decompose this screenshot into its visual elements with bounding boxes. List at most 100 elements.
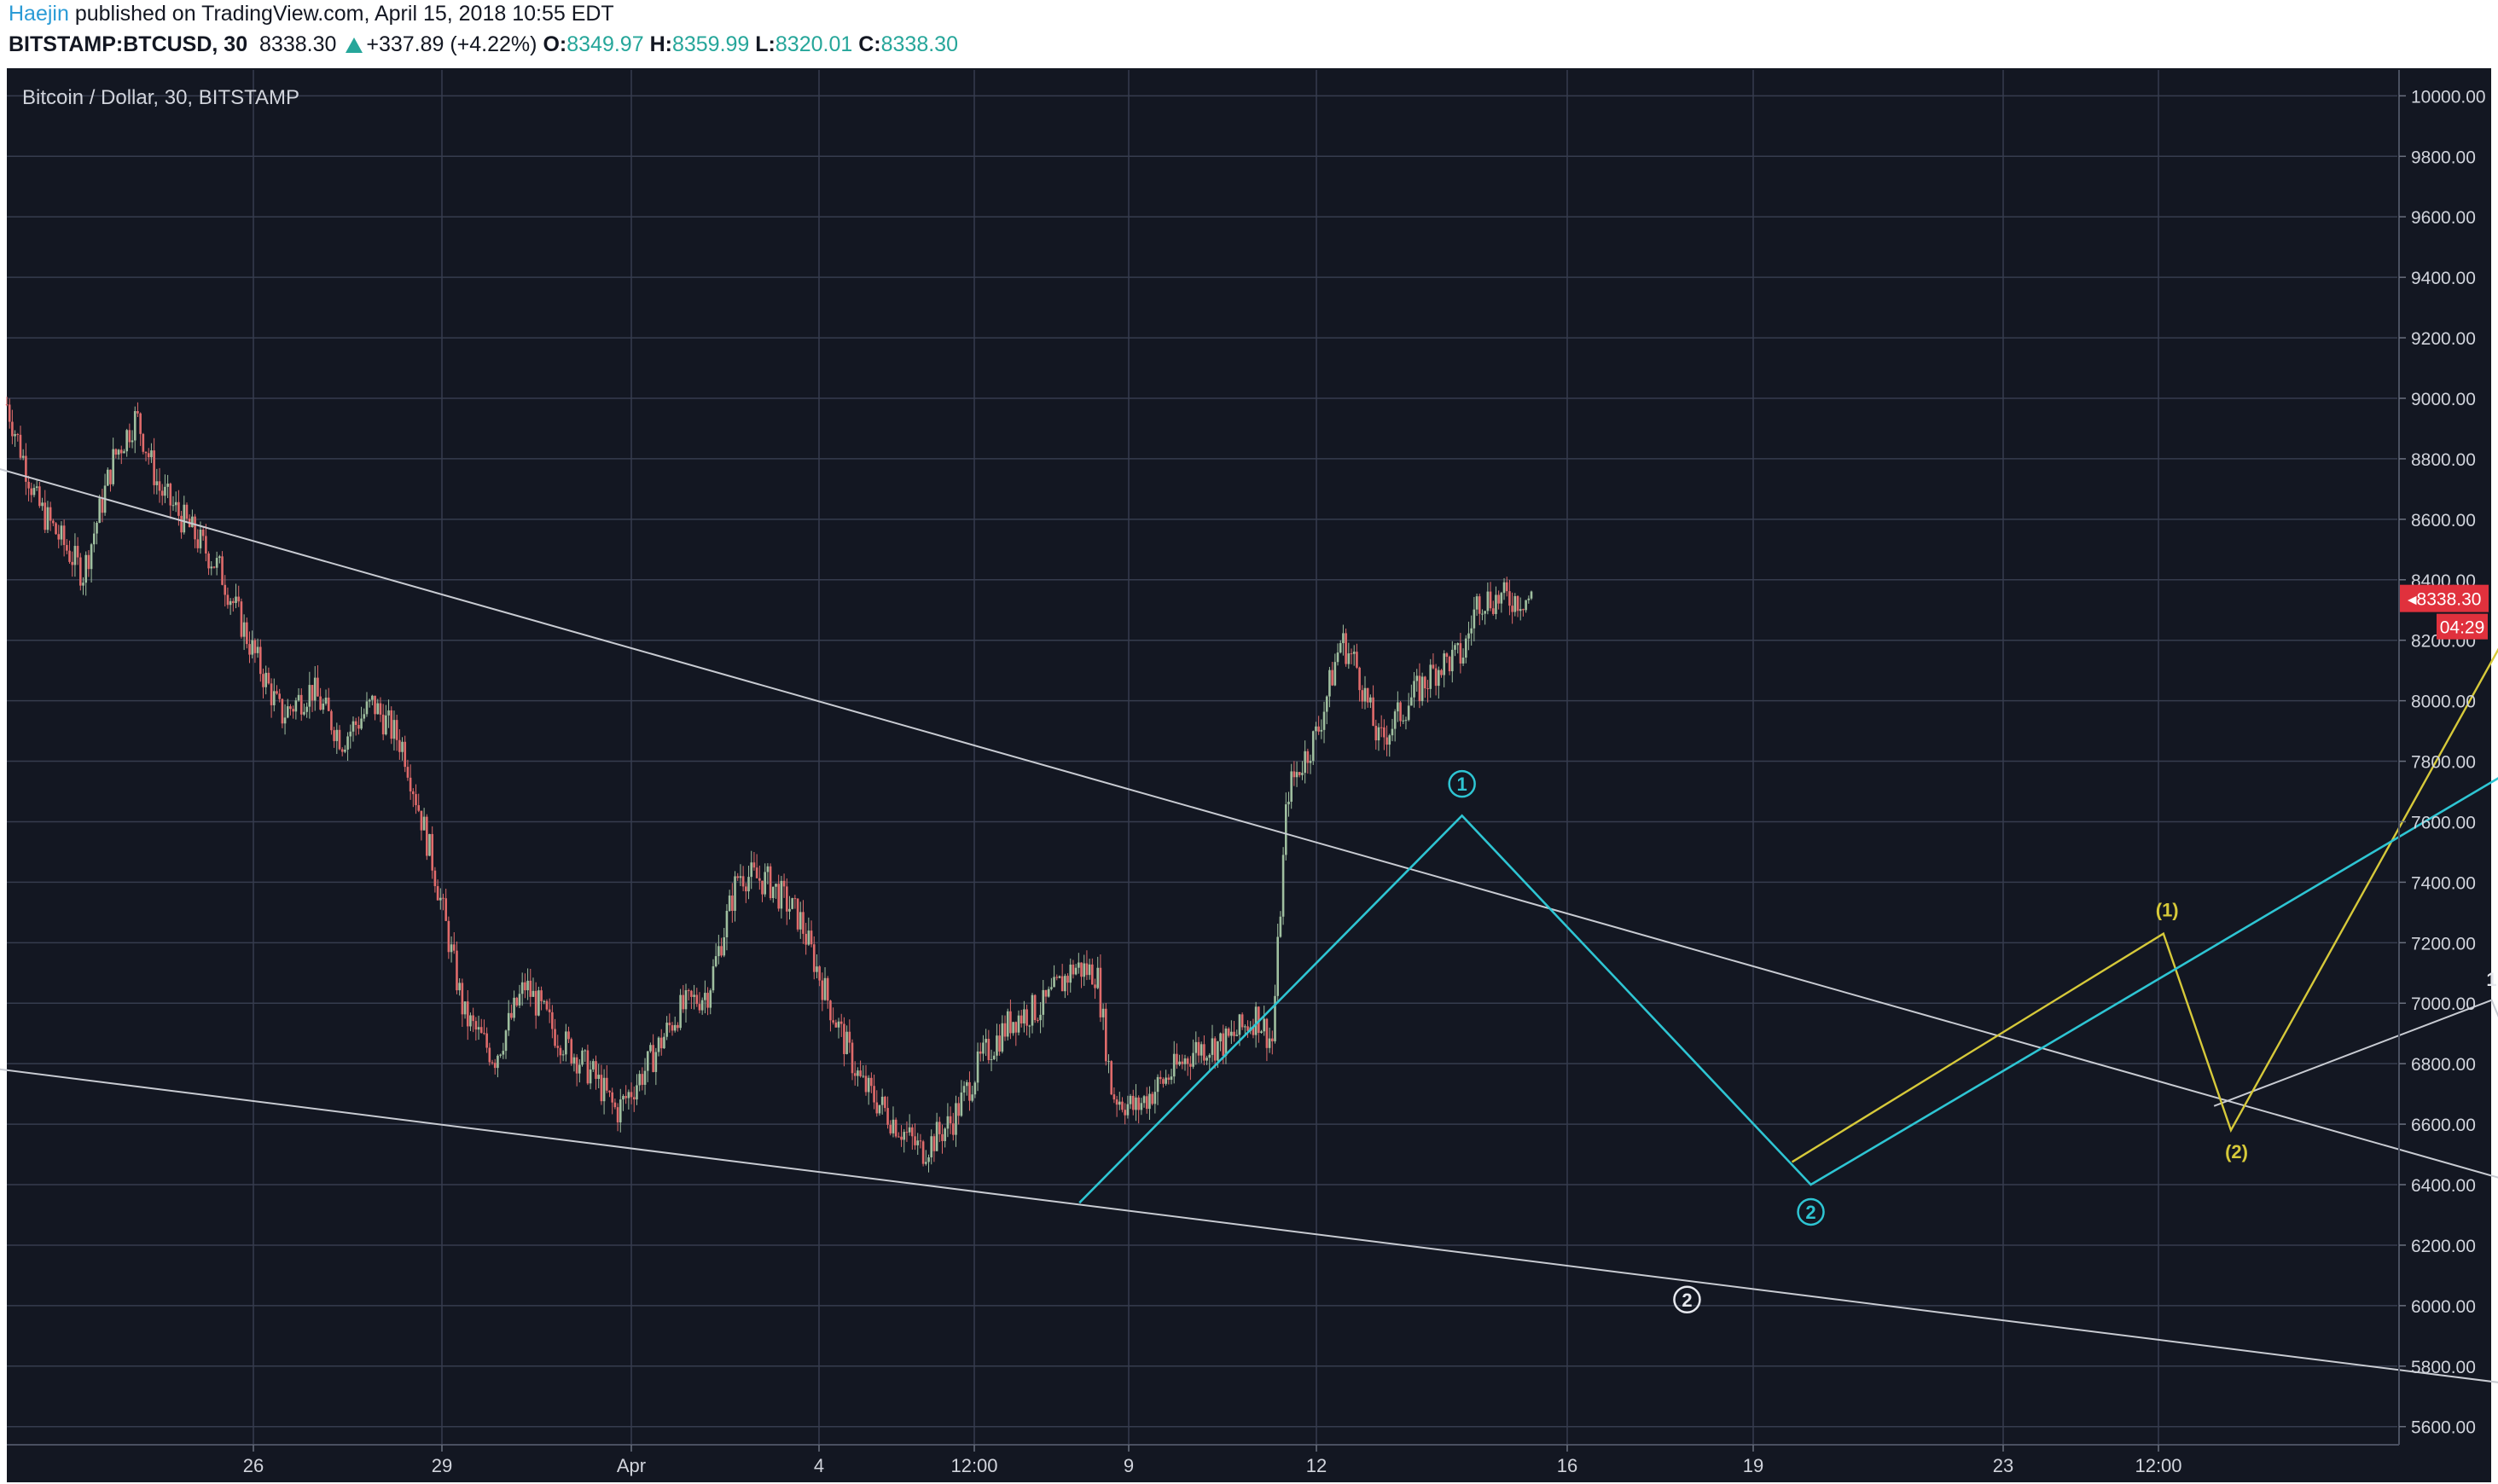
chart-area[interactable]: 12345(1)(2)(3)(4)(5)123452 5600.005800.0…	[0, 68, 2498, 1484]
candle-body-86	[240, 601, 243, 637]
y-tick-label-17: 9000.00	[2411, 390, 2476, 409]
candle-body-489	[1339, 643, 1342, 653]
candle-body-211	[581, 1050, 584, 1065]
candle-body-156	[431, 833, 433, 871]
candle-body-455	[1246, 1026, 1249, 1031]
candle-body-92	[256, 646, 259, 653]
candle-body-252	[693, 994, 695, 997]
candle-body-219	[602, 1077, 606, 1102]
candle-body-515	[1410, 697, 1413, 706]
axes: 5600.00 5800.00 6000.00 6200.00 6400.00 6600.…	[7, 70, 2489, 1476]
candle-body-479	[1311, 731, 1315, 762]
candle-body-325	[892, 1119, 895, 1133]
price-chart[interactable]: 12345(1)(2)(3)(4)(5)123452 5600.005800.0…	[0, 68, 2498, 1484]
candle-body-469	[1284, 804, 1287, 855]
candle-body-511	[1399, 702, 1402, 722]
candle-body-314	[862, 1075, 865, 1077]
candle-body-127	[351, 721, 355, 732]
y-tick-label-18: 9200.00	[2411, 329, 2476, 349]
candle-body-336	[921, 1141, 925, 1164]
candle-body-406	[1112, 1094, 1116, 1100]
candle-body-135	[374, 695, 376, 715]
candle-body-90	[251, 640, 254, 655]
candle-body-547	[1497, 594, 1500, 604]
candle-body-56	[158, 481, 161, 491]
candle-body-306	[839, 1021, 843, 1024]
candle-body-223	[613, 1102, 617, 1108]
candle-body-303	[832, 1020, 834, 1023]
candle-body-106	[294, 700, 298, 712]
candle-body-1	[8, 404, 11, 422]
publish-header: Haejin published on TradingView.com, Apr…	[0, 0, 2498, 68]
candle-body-474	[1298, 772, 1301, 775]
candle-body-10	[32, 488, 36, 496]
candle-body-261	[717, 946, 720, 957]
candle-body-556	[1522, 609, 1525, 611]
candle-body-129	[357, 724, 360, 729]
candle-body-277	[761, 880, 764, 895]
candle-body-182	[502, 1051, 505, 1055]
candle-body-46	[131, 440, 134, 443]
x-tick-label-6: 12	[1306, 1455, 1327, 1476]
candle-body-294	[807, 930, 810, 945]
candle-body-269	[739, 876, 742, 878]
candle-body-361	[990, 1058, 993, 1060]
candle-body-171	[472, 1015, 474, 1022]
candle-body-349	[957, 1103, 960, 1116]
candle-body-85	[237, 596, 241, 602]
candle-body-299	[821, 980, 824, 1000]
open-value: 8349.97	[566, 32, 644, 56]
candle-body-173	[477, 1027, 480, 1030]
candle-body-498	[1363, 687, 1367, 702]
candle-body-471	[1290, 771, 1293, 803]
candle-body-318	[873, 1086, 875, 1103]
candle-body-125	[346, 736, 349, 750]
candle-body-153	[422, 816, 426, 831]
y-tick-label-1: 5800.00	[2411, 1358, 2476, 1377]
candle-body-28	[82, 583, 84, 586]
candle-body-209	[575, 1057, 578, 1074]
candle-body-38	[109, 469, 112, 484]
candle-body-100	[278, 693, 281, 699]
candle-body-139	[385, 715, 387, 735]
candle-body-437	[1197, 1041, 1200, 1056]
white-wave-circle	[1673, 1285, 1701, 1314]
candle-body-113	[313, 677, 317, 701]
cyan-wave-circle-2	[1797, 1197, 1825, 1226]
author-link[interactable]: Haejin	[9, 2, 69, 26]
candle-body-418	[1145, 1096, 1148, 1110]
candle-body-365	[1001, 1023, 1004, 1052]
candle-body-35	[101, 498, 104, 513]
candle-body-502	[1374, 725, 1378, 741]
candle-body-345	[946, 1116, 950, 1129]
candle-body-351	[962, 1086, 966, 1093]
candle-body-558	[1527, 598, 1531, 600]
candle-body-253	[695, 994, 699, 1005]
y-tick-label-9: 7400.00	[2411, 873, 2476, 893]
candle-body-83	[232, 600, 235, 604]
candle-body-126	[349, 731, 352, 737]
candle-body-514	[1407, 705, 1410, 721]
candle-body-250	[687, 990, 690, 992]
candle-body-516	[1413, 681, 1415, 698]
candle-body-255	[700, 1000, 704, 1011]
candle-body-341	[935, 1122, 938, 1151]
candle-body-2	[11, 421, 14, 437]
candle-body-316	[867, 1077, 870, 1093]
candle-body-225	[619, 1099, 622, 1123]
candle-body-87	[242, 622, 246, 637]
candle-body-513	[1404, 720, 1408, 722]
y-tick-label-6: 6800.00	[2411, 1055, 2476, 1075]
countdown-tag	[2437, 613, 2488, 640]
candle-body-88	[246, 622, 248, 645]
candle-body-445	[1219, 1033, 1222, 1042]
candle-body-281	[771, 886, 775, 899]
candle-body-94	[262, 674, 264, 687]
candle-body-229	[630, 1092, 633, 1098]
candle-body-205	[565, 1031, 567, 1055]
candle-body-149	[412, 791, 415, 795]
candle-body-201	[554, 1029, 556, 1046]
candle-body-331	[908, 1127, 911, 1133]
candle-body-441	[1208, 1054, 1211, 1058]
candle-body-234	[643, 1070, 647, 1085]
